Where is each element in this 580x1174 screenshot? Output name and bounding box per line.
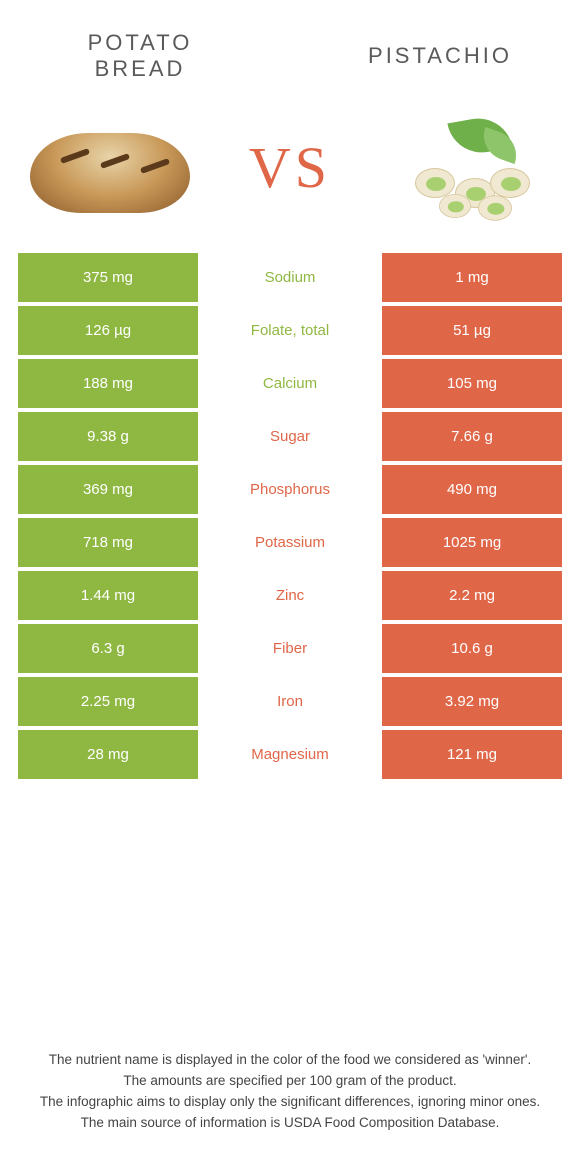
nutrient-name: Iron	[198, 677, 382, 726]
vs-label: VS	[249, 134, 331, 201]
footer-line-2: The amounts are specified per 100 gram o…	[30, 1071, 550, 1092]
value-right: 7.66 g	[382, 412, 562, 461]
table-row: 28 mgMagnesium121 mg	[18, 730, 562, 779]
table-row: 375 mgSodium1 mg	[18, 253, 562, 302]
nutrient-name: Sugar	[198, 412, 382, 461]
value-left: 718 mg	[18, 518, 198, 567]
value-right: 10.6 g	[382, 624, 562, 673]
food-image-left	[20, 103, 200, 233]
table-row: 6.3 gFiber10.6 g	[18, 624, 562, 673]
value-right: 51 µg	[382, 306, 562, 355]
value-left: 369 mg	[18, 465, 198, 514]
nutrient-name: Folate, total	[198, 306, 382, 355]
comparison-table: 375 mgSodium1 mg126 µgFolate, total51 µg…	[18, 253, 562, 779]
table-row: 718 mgPotassium1025 mg	[18, 518, 562, 567]
value-left: 188 mg	[18, 359, 198, 408]
nutrient-name: Fiber	[198, 624, 382, 673]
pistachio-icon	[395, 113, 545, 223]
table-row: 126 µgFolate, total51 µg	[18, 306, 562, 355]
value-left: 126 µg	[18, 306, 198, 355]
nutrient-name: Phosphorus	[198, 465, 382, 514]
table-row: 2.25 mgIron3.92 mg	[18, 677, 562, 726]
nutrient-name: Calcium	[198, 359, 382, 408]
food-image-right	[380, 103, 560, 233]
bread-icon	[30, 123, 190, 213]
value-right: 3.92 mg	[382, 677, 562, 726]
value-left: 375 mg	[18, 253, 198, 302]
nutrient-name: Zinc	[198, 571, 382, 620]
value-right: 105 mg	[382, 359, 562, 408]
nutrient-name: Sodium	[198, 253, 382, 302]
footer-line-3: The infographic aims to display only the…	[30, 1092, 550, 1113]
footer-line-4: The main source of information is USDA F…	[30, 1113, 550, 1134]
table-row: 188 mgCalcium105 mg	[18, 359, 562, 408]
value-right: 1025 mg	[382, 518, 562, 567]
footer-line-1: The nutrient name is displayed in the co…	[30, 1050, 550, 1071]
value-left: 28 mg	[18, 730, 198, 779]
value-right: 121 mg	[382, 730, 562, 779]
images-row: VS	[0, 93, 580, 253]
value-right: 490 mg	[382, 465, 562, 514]
nutrient-name: Potassium	[198, 518, 382, 567]
table-row: 9.38 gSugar7.66 g	[18, 412, 562, 461]
value-left: 1.44 mg	[18, 571, 198, 620]
title-right: PISTACHIO	[340, 43, 540, 69]
value-right: 2.2 mg	[382, 571, 562, 620]
value-left: 2.25 mg	[18, 677, 198, 726]
value-left: 6.3 g	[18, 624, 198, 673]
table-row: 1.44 mgZinc2.2 mg	[18, 571, 562, 620]
value-right: 1 mg	[382, 253, 562, 302]
nutrient-name: Magnesium	[198, 730, 382, 779]
header: POTATO BREAD PISTACHIO	[0, 0, 580, 93]
table-row: 369 mgPhosphorus490 mg	[18, 465, 562, 514]
title-left: POTATO BREAD	[40, 30, 240, 83]
value-left: 9.38 g	[18, 412, 198, 461]
footer-notes: The nutrient name is displayed in the co…	[30, 1050, 550, 1134]
